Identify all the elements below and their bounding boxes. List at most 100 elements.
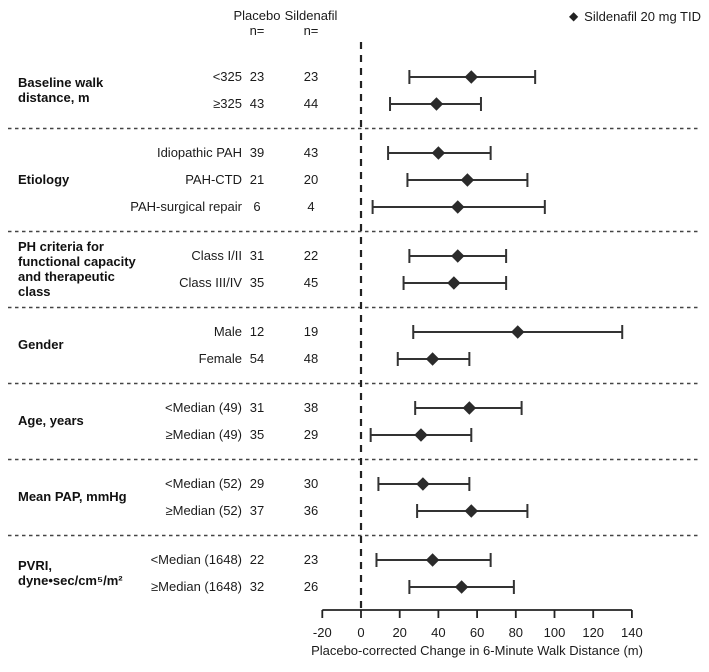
section-label-line: Age, years [18,413,84,428]
section-label-line: dyne•sec/cm⁵/m² [18,573,123,588]
x-tick-label: 60 [470,625,484,640]
row-category-label: Idiopathic PAH [156,145,242,160]
row-category-label: <Median (52) [165,476,242,491]
row-placebo-n: 29 [249,476,265,491]
x-tick-label: 20 [392,625,406,640]
row-category-label: ≥Median (52) [165,503,242,518]
estimate-diamond [454,580,469,594]
row-category-label: Female [198,351,242,366]
row-sildenafil-n: 48 [303,351,319,366]
row-category-label: ≥Median (49) [165,427,242,442]
estimate-diamond [451,249,465,263]
row-category-label: Class III/IV [179,275,242,290]
row-category-label: Class I/II [191,248,242,263]
column-header-placebo-title: Placebo [233,8,281,23]
row-category-label: <Median (1648) [150,552,242,567]
row-placebo-n: 6 [253,199,261,214]
section-label: Mean PAP, mmHg [18,489,228,504]
column-header-sildenafil-title: Sildenafil [284,8,338,23]
section-label: Gender [18,337,228,352]
row-placebo-n: 39 [249,145,265,160]
row-category-label: PAH-surgical repair [130,199,242,214]
section-label: Age, years [18,413,228,428]
section-label-line: functional capacity [18,254,136,269]
estimate-diamond [464,504,479,518]
row-placebo-n: 32 [249,579,265,594]
estimate-diamond [447,276,461,290]
row-sildenafil-n: 38 [303,400,319,415]
row-sildenafil-n: 45 [303,275,319,290]
section-label: Etiology [18,172,228,187]
row-sildenafil-n: 23 [303,69,319,84]
x-tick-label: 40 [431,625,445,640]
x-tick-label: 0 [357,625,364,640]
column-header-placebo: Placebo n= [212,8,302,38]
row-placebo-n: 37 [249,503,265,518]
section-label-line: PH criteria for [18,239,104,254]
x-tick-label: -20 [313,625,332,640]
estimate-diamond [460,173,475,187]
row-sildenafil-n: 20 [303,172,319,187]
row-sildenafil-n: 29 [303,427,319,442]
x-tick-label: 140 [621,625,643,640]
row-sildenafil-n: 30 [303,476,319,491]
row-placebo-n: 35 [249,275,265,290]
estimate-diamond [431,146,446,160]
row-sildenafil-n: 23 [303,552,319,567]
section-label-line: and therapeutic [18,269,115,284]
estimate-diamond [425,352,440,366]
row-sildenafil-n: 22 [303,248,319,263]
section-label-line: Etiology [18,172,70,187]
x-tick-label: 80 [509,625,523,640]
section-label-line: Baseline walk [18,75,104,90]
row-sildenafil-n: 4 [307,199,315,214]
row-category-label: <325 [212,69,242,84]
row-sildenafil-n: 43 [303,145,319,160]
section-label-line: PVRI, [18,558,52,573]
x-axis-title: Placebo-corrected Change in 6-Minute Wal… [311,643,643,658]
section-label-line: class [18,284,51,299]
column-header-sildenafil: Sildenafil n= [266,8,356,38]
row-category-label: ≥325 [213,96,242,111]
section-label: PH criteria for functional capacity and th… [18,239,228,299]
row-category-label: Male [213,324,242,339]
row-placebo-n: 54 [249,351,265,366]
section-label: PVRI, dyne•sec/cm⁵/m² [18,558,228,588]
estimate-diamond [511,325,525,339]
section-label: Baseline walk distance, m [18,75,228,105]
row-category-label: ≥Median (1648) [151,579,242,594]
estimate-diamond [462,401,477,415]
estimate-diamond [451,200,465,214]
estimate-diamond [416,477,430,491]
estimate-diamond [429,97,444,111]
row-placebo-n: 35 [249,427,265,442]
legend-label: Sildenafil 20 mg TID [584,9,701,24]
row-placebo-n: 21 [249,172,265,187]
x-tick-label: 120 [582,625,604,640]
section-label-line: Mean PAP, mmHg [18,489,127,504]
row-placebo-n: 31 [249,248,265,263]
section-label-line: Gender [18,337,64,352]
row-sildenafil-n: 44 [303,96,319,111]
estimate-diamond [414,428,428,442]
row-sildenafil-n: 19 [303,324,319,339]
row-category-label: <Median (49) [165,400,242,415]
row-sildenafil-n: 26 [303,579,319,594]
column-header-placebo-n: n= [249,23,265,38]
row-placebo-n: 23 [249,69,265,84]
estimate-diamond [464,70,479,84]
x-tick-label: 100 [544,625,566,640]
row-placebo-n: 43 [249,96,265,111]
estimate-diamond [425,553,440,567]
row-placebo-n: 31 [249,400,265,415]
row-sildenafil-n: 36 [303,503,319,518]
legend: ◆ Sildenafil 20 mg TID [569,9,701,24]
section-label-line: distance, m [18,90,90,105]
row-placebo-n: 22 [249,552,265,567]
row-placebo-n: 12 [249,324,265,339]
row-category-label: PAH-CTD [185,172,242,187]
diamond-icon: ◆ [568,9,579,23]
column-header-sildenafil-n: n= [303,23,319,38]
